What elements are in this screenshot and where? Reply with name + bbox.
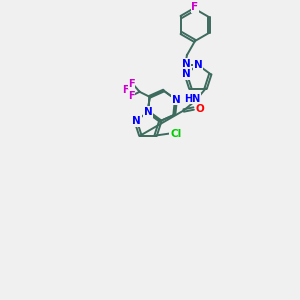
Text: O: O — [195, 103, 204, 113]
Text: Cl: Cl — [170, 128, 181, 139]
Text: F: F — [128, 79, 135, 89]
Text: N: N — [182, 69, 191, 79]
Text: F: F — [122, 85, 129, 95]
Text: F: F — [128, 91, 135, 101]
Text: N: N — [182, 59, 190, 69]
Text: N: N — [144, 107, 152, 117]
Text: F: F — [191, 2, 199, 12]
Text: N: N — [172, 94, 180, 105]
Text: N: N — [132, 116, 141, 126]
Text: HN: HN — [184, 94, 201, 103]
Text: N: N — [194, 60, 202, 70]
